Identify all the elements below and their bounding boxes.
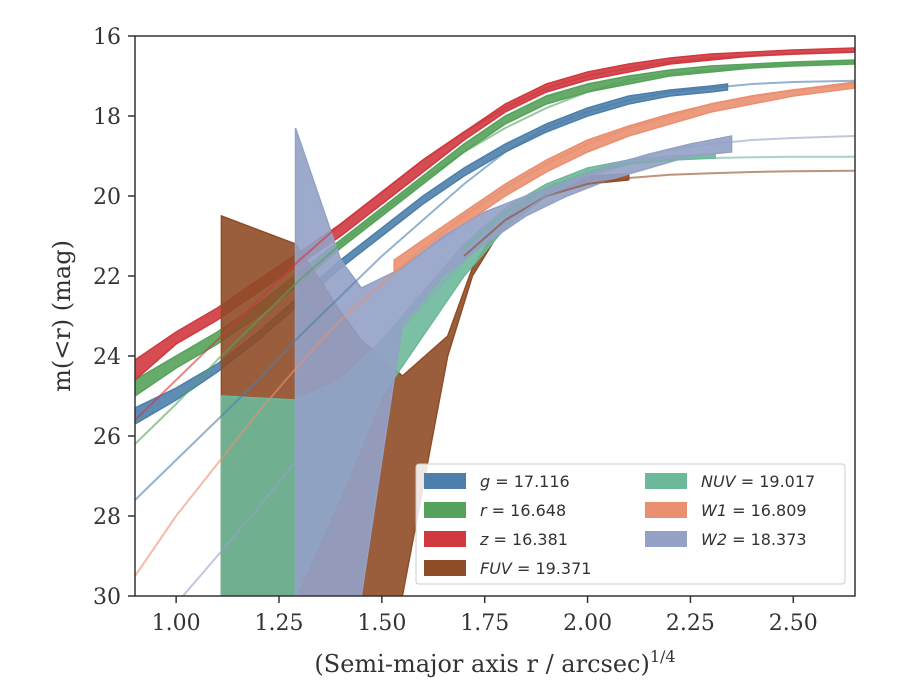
- legend-band-name: z: [479, 530, 489, 549]
- y-tick-label: 22: [93, 265, 121, 290]
- fit-line-fuv: [463, 169, 855, 257]
- x-tick-label: 1.25: [255, 611, 304, 636]
- x-axis-label-main: (Semi-major axis r / arcsec): [314, 650, 649, 678]
- y-tick-label: 26: [93, 425, 121, 450]
- legend-label-g: g = 17.116: [480, 472, 570, 491]
- fit-line-z: [135, 51, 855, 421]
- legend-band-name: g: [480, 472, 490, 491]
- y-tick-label: 18: [93, 105, 121, 130]
- fit-line-w1: [135, 83, 855, 577]
- legend-label-w2: W2 = 18.373: [701, 530, 807, 549]
- x-tick-label: 1.50: [357, 611, 406, 636]
- legend-band-value: = 19.371: [512, 559, 592, 578]
- legend-band-name: FUV: [480, 559, 513, 578]
- legend-frame: [415, 463, 846, 585]
- legend-swatch-fuv: [424, 560, 466, 576]
- legend-band-value: = 19.017: [736, 472, 816, 491]
- fit-line-r: [135, 61, 855, 445]
- fit-line-layer: [135, 51, 855, 596]
- legend-label-w1: W1 = 16.809: [701, 501, 807, 520]
- band-r: [135, 59, 855, 397]
- x-axis-label-exponent: 1/4: [650, 647, 676, 666]
- legend-band-value: = 18.373: [727, 530, 807, 549]
- legend-band-value: = 16.809: [727, 501, 807, 520]
- legend-swatch-w2: [645, 531, 687, 547]
- y-tick-label: 24: [93, 345, 121, 370]
- y-tick-label: 20: [93, 185, 121, 210]
- legend-band-name: W1: [701, 501, 727, 520]
- legend-label-nuv: NUV = 19.017: [701, 472, 815, 491]
- legend-band-value: = 16.648: [487, 501, 567, 520]
- legend-swatch-nuv: [645, 473, 687, 489]
- legend-band-value: = 16.381: [488, 530, 568, 549]
- x-axis-label: (Semi-major axis r / arcsec)1/4: [314, 647, 675, 678]
- y-axis-ticks: 16 18 20 22 24 26 28 30: [93, 25, 135, 610]
- x-tick-label: 2.00: [563, 611, 612, 636]
- legend-band-name: W2: [701, 530, 727, 549]
- y-tick-label: 16: [93, 25, 121, 50]
- x-tick-label: 2.50: [769, 611, 818, 636]
- legend-swatch-z: [424, 531, 466, 547]
- legend-band-name: r: [480, 501, 488, 520]
- fit-line-nuv: [463, 155, 855, 249]
- band-w2: [294, 127, 733, 596]
- legend-swatch-g: [424, 473, 466, 489]
- legend-label-r: r = 16.648: [480, 501, 566, 520]
- y-axis-label: m(<r) (mag): [48, 240, 76, 392]
- x-tick-label: 1.00: [152, 611, 201, 636]
- legend-band-name: NUV: [701, 472, 737, 491]
- y-tick-label: 28: [93, 505, 121, 530]
- legend-label-z: z = 16.381: [479, 530, 568, 549]
- band-w1: [393, 81, 855, 274]
- legend-swatch-w1: [645, 502, 687, 518]
- fit-line-w2: [181, 135, 855, 596]
- legend-label-fuv: FUV = 19.371: [480, 559, 591, 578]
- fit-line-g: [135, 79, 855, 501]
- legend-band-value: = 17.116: [490, 472, 570, 491]
- legend-swatch-r: [424, 502, 466, 518]
- x-axis-ticks: 1.00 1.25 1.50 1.75 2.00 2.25 2.50: [152, 596, 818, 636]
- y-tick-label: 30: [93, 585, 121, 610]
- x-tick-label: 1.75: [460, 611, 509, 636]
- x-tick-label: 2.25: [666, 611, 715, 636]
- plot-frame: [134, 35, 856, 597]
